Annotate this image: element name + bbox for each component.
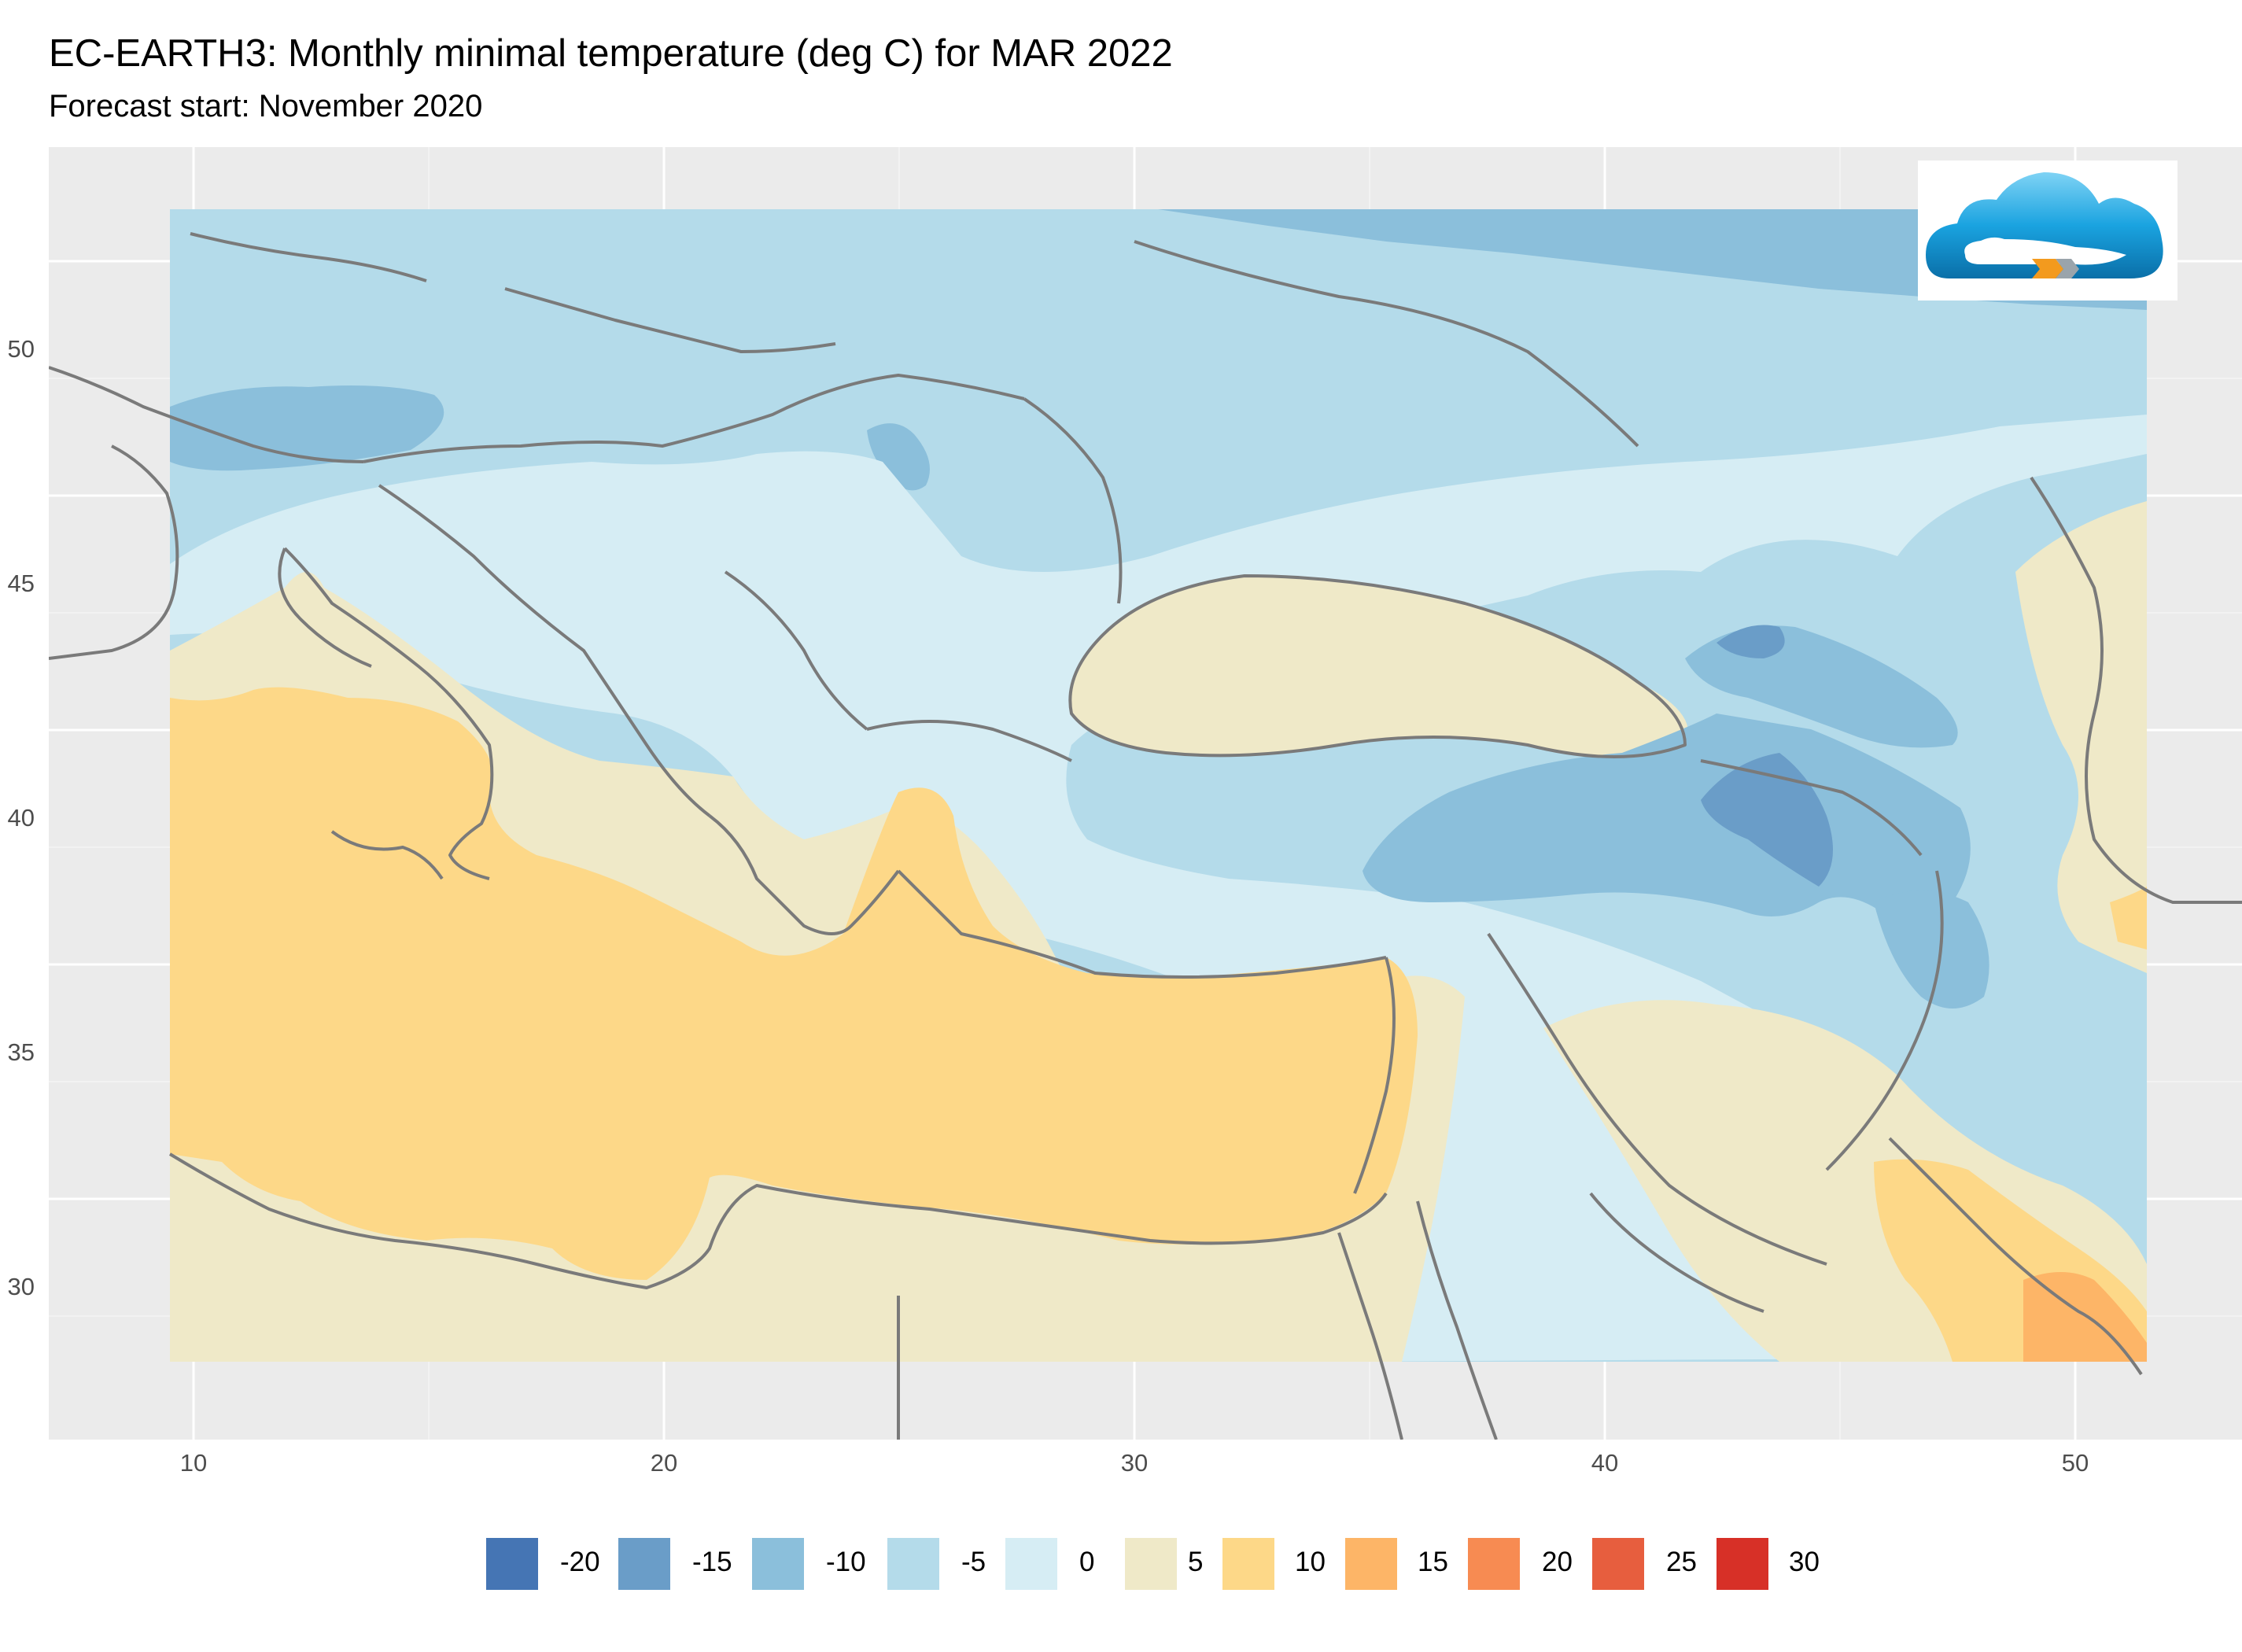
coastlines: [49, 232, 2242, 1440]
legend-key: [486, 1538, 538, 1590]
legend-label: 15: [1418, 1547, 1448, 1577]
y-tick-label: 50: [7, 335, 35, 363]
cloud-logo-icon: [1918, 160, 2177, 301]
y-tick-label: 40: [7, 804, 35, 832]
field-very-cold-caucasus: [1717, 625, 1785, 658]
map-svg: [49, 147, 2242, 1440]
legend-label: -5: [961, 1547, 986, 1577]
field-warm-caspian-south: [2110, 887, 2147, 950]
map-panel[interactable]: [49, 147, 2242, 1440]
y-tick-label: 30: [7, 1273, 35, 1300]
legend-label: -15: [692, 1547, 732, 1577]
legend-label: 25: [1666, 1547, 1697, 1577]
field-warm-blacksea: [1070, 576, 1688, 757]
chart-title: EC-EARTH3: Monthly minimal temperature (…: [49, 32, 1173, 75]
legend-key: [1717, 1538, 1768, 1590]
legend-key: [1468, 1538, 1520, 1590]
x-tick-label: 40: [1591, 1449, 1619, 1477]
legend-label: 10: [1295, 1547, 1326, 1577]
field-very-cold-armenia: [1701, 753, 1833, 887]
legend-key: [887, 1538, 939, 1590]
y-tick-label: 35: [7, 1038, 35, 1066]
field-cold-carpathians: [867, 423, 930, 491]
legend-key: [618, 1538, 670, 1590]
legend-label: 20: [1542, 1547, 1573, 1577]
field-cold-north: [1158, 209, 2147, 310]
legend-key: [1222, 1538, 1274, 1590]
legend-key: [1345, 1538, 1397, 1590]
legend-key: [1125, 1538, 1177, 1590]
legend-label: 5: [1188, 1547, 1204, 1577]
field-cold-alps: [170, 385, 444, 471]
legend-key: [1005, 1538, 1057, 1590]
field-warm-caspian: [2015, 501, 2147, 973]
legend-key: [1592, 1538, 1644, 1590]
legend-label: -10: [826, 1547, 866, 1577]
legend-label: -20: [560, 1547, 600, 1577]
y-tick-label: 45: [7, 570, 35, 597]
legend-label: 0: [1079, 1547, 1095, 1577]
x-tick-label: 30: [1120, 1449, 1149, 1477]
field-cold-zagros: [1874, 891, 1989, 1009]
x-tick-label: 20: [650, 1449, 678, 1477]
x-tick-label: 50: [2061, 1449, 2089, 1477]
legend-key: [752, 1538, 804, 1590]
chart-subtitle: Forecast start: November 2020: [49, 89, 483, 124]
x-tick-label: 10: [179, 1449, 208, 1477]
legend-label: 30: [1789, 1547, 1820, 1577]
field-warm-mediterranean: [170, 687, 1418, 1280]
